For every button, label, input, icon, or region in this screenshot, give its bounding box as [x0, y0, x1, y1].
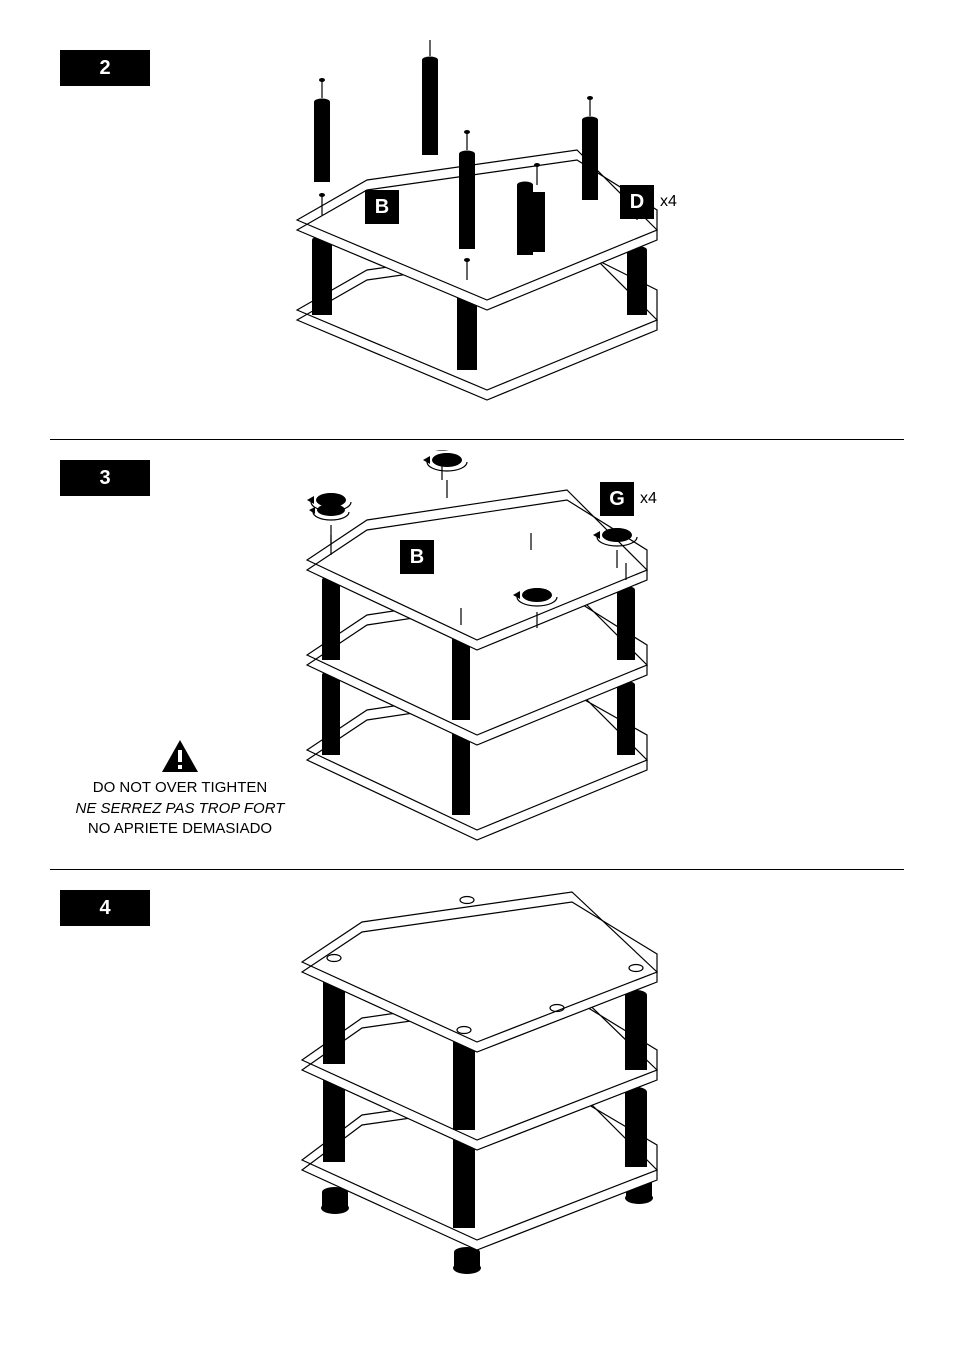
step-4-section: 4 — [50, 880, 904, 1300]
step-3-badge: 3 — [60, 460, 150, 496]
step-4-badge: 4 — [60, 890, 150, 926]
step-4-number: 4 — [99, 897, 110, 920]
warning-block: DO NOT OVER TIGHTEN NE SERREZ PAS TROP F… — [60, 738, 300, 839]
step-3-number: 3 — [99, 467, 110, 490]
part-d-qty: x4 — [660, 193, 677, 211]
step-4-diagram — [50, 880, 904, 1290]
part-b-badge: B — [365, 190, 399, 224]
warning-en: DO NOT OVER TIGHTEN — [60, 778, 300, 798]
step-2-diagram — [50, 40, 904, 420]
step-2-badge: 2 — [60, 50, 150, 86]
step-2-section: 2 B D x4 — [50, 40, 904, 440]
warning-es: NO APRIETE DEMASIADO — [60, 819, 300, 839]
part-g-annotation: G x4 — [600, 482, 657, 516]
part-b-badge-3: B — [400, 540, 434, 574]
part-g-badge: G — [600, 482, 634, 516]
warning-fr: NE SERREZ PAS TROP FORT — [60, 799, 300, 819]
part-b-annotation: B — [365, 190, 399, 224]
part-g-qty: x4 — [640, 490, 657, 508]
part-b-annotation-3: B — [400, 540, 434, 574]
step-2-number: 2 — [99, 57, 110, 80]
part-d-annotation: D x4 — [620, 185, 677, 219]
warning-icon — [160, 738, 200, 774]
step-3-section: 3 B G x4 DO NOT OVER TIGHTEN NE SERREZ P… — [50, 450, 904, 870]
part-d-badge: D — [620, 185, 654, 219]
